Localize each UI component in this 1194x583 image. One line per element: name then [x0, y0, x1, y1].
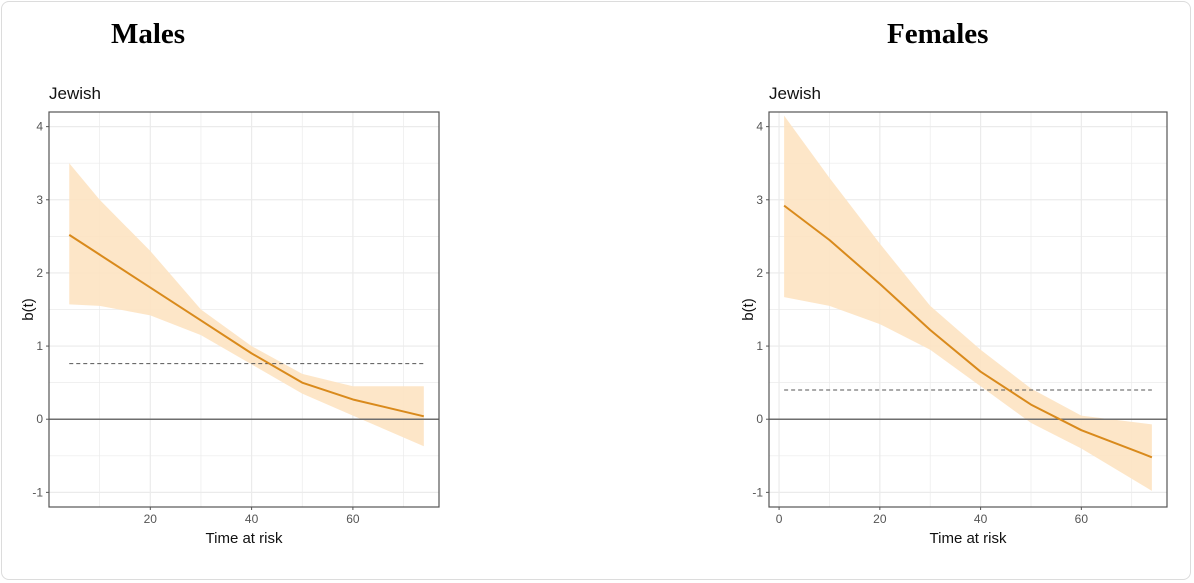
chart-title: Jewish	[49, 84, 101, 103]
confidence-band	[69, 163, 424, 447]
y-tick-label: 3	[36, 193, 43, 207]
y-axis-label: b(t)	[740, 298, 757, 321]
x-tick-label: 40	[245, 512, 259, 526]
y-tick-label: 4	[756, 120, 763, 134]
panel-border	[768, 111, 1168, 508]
males-title: Males	[111, 18, 186, 50]
y-tick-label: 1	[36, 339, 43, 353]
estimate-line	[68, 234, 425, 418]
x-axis-label: Time at risk	[930, 530, 1007, 547]
x-tick-label: 60	[346, 512, 360, 526]
x-tick-label: 20	[873, 512, 887, 526]
y-tick-label: 2	[36, 266, 43, 280]
y-tick-label: 4	[36, 120, 43, 134]
panel-border	[48, 111, 440, 508]
y-tick-label: 1	[756, 339, 763, 353]
y-tick-label: -1	[32, 485, 43, 499]
estimate-line	[783, 204, 1153, 459]
y-axis-label: b(t)	[20, 298, 37, 321]
chart-panel-0: Jewish -1 0 1 2 3 4 20 40 60 Time at risk b(t)	[20, 84, 440, 547]
x-tick-label: 20	[144, 512, 158, 526]
x-tick-label: 40	[974, 512, 988, 526]
y-tick-label: 3	[756, 193, 763, 207]
x-tick-label: 0	[776, 512, 783, 526]
y-tick-label: -1	[752, 485, 763, 499]
confidence-band	[784, 115, 1152, 491]
y-tick-label: 2	[756, 266, 763, 280]
chart-title: Jewish	[769, 84, 821, 103]
x-axis-label: Time at risk	[206, 530, 283, 547]
y-tick-label: 0	[756, 412, 763, 426]
x-tick-label: 60	[1075, 512, 1089, 526]
females-title: Females	[887, 18, 989, 50]
y-tick-label: 0	[36, 412, 43, 426]
